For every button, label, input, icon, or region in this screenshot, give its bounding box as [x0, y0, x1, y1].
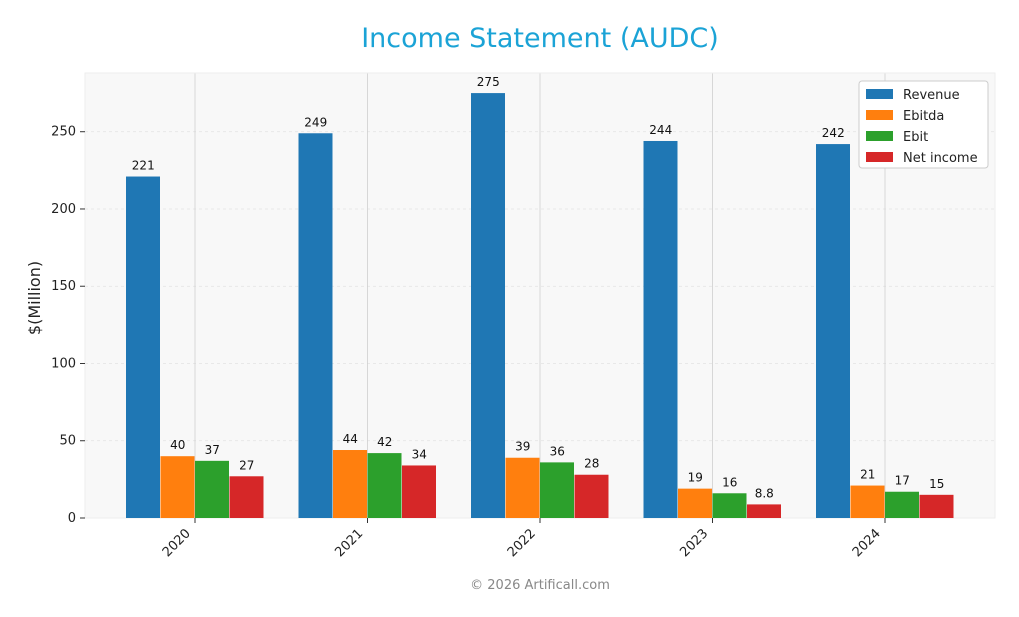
footer-copyright: © 2026 Artificall.com — [470, 578, 610, 593]
y-tick-label: 150 — [51, 279, 76, 294]
legend-swatch — [866, 152, 893, 162]
y-tick-label: 0 — [68, 511, 76, 526]
bar-net-income — [574, 474, 609, 518]
bar-ebitda — [333, 450, 367, 518]
data-label: 275 — [477, 75, 500, 89]
data-label: 17 — [895, 474, 910, 488]
data-label: 19 — [688, 471, 703, 485]
data-label: 249 — [304, 115, 327, 129]
x-tick-label: 2021 — [332, 526, 366, 560]
data-label: 15 — [929, 477, 944, 491]
bar-revenue — [816, 144, 850, 518]
data-label: 39 — [515, 440, 530, 454]
x-tick-label: 2024 — [850, 526, 884, 560]
legend-swatch — [866, 89, 893, 99]
data-label: 44 — [343, 432, 358, 446]
legend-swatch — [866, 131, 893, 141]
bar-ebit — [367, 453, 402, 518]
bar-ebit — [540, 462, 574, 518]
data-label: 37 — [205, 443, 220, 457]
legend-entry: Ebit — [903, 130, 928, 145]
data-label: 16 — [722, 475, 737, 489]
legend-entry: Revenue — [903, 88, 960, 103]
data-label: 21 — [860, 468, 875, 482]
legend: Revenue Ebitda Ebit Net income — [858, 80, 989, 169]
legend-entry: Ebitda — [903, 109, 944, 124]
bar-revenue — [298, 133, 333, 518]
bar-ebitda — [850, 485, 885, 518]
bar-ebit — [195, 460, 229, 518]
legend-box — [858, 80, 989, 169]
data-label: 242 — [822, 126, 845, 140]
bar-net-income — [402, 465, 436, 518]
y-tick-label: 100 — [51, 356, 76, 371]
data-label: 34 — [412, 447, 427, 461]
bar-ebit — [712, 493, 747, 518]
bar-revenue — [471, 93, 505, 519]
data-label: 40 — [170, 438, 185, 452]
y-tick-label: 50 — [59, 434, 76, 449]
bar-ebit — [885, 491, 919, 518]
data-labels: 221 40 37 27 249 44 42 34 275 39 36 28 244 19 16 8.8 242… — [132, 75, 945, 500]
x-tick-label: 2022 — [505, 526, 539, 560]
bar-revenue — [643, 140, 678, 518]
x-tick-label: 2020 — [160, 526, 194, 560]
bar-net-income — [747, 504, 781, 518]
y-axis: 0 50 100 150 200 250 — [51, 125, 85, 526]
chart-title: Income Statement (AUDC) — [361, 23, 719, 54]
data-label: 28 — [584, 457, 599, 471]
bar-ebitda — [160, 456, 195, 518]
data-label: 42 — [377, 435, 392, 449]
bar-net-income — [919, 494, 954, 518]
bar-ebitda — [505, 457, 540, 518]
bar-ebitda — [678, 488, 712, 518]
x-tick-label: 2023 — [677, 526, 711, 560]
x-axis: 2020 2021 2022 2023 2024 — [160, 518, 886, 560]
y-axis-label: $(Million) — [25, 261, 44, 335]
data-label: 8.8 — [755, 486, 774, 500]
bar-revenue — [126, 176, 160, 519]
data-label: 221 — [132, 159, 155, 173]
data-label: 27 — [239, 458, 254, 472]
data-label: 244 — [649, 123, 672, 137]
data-label: 36 — [550, 444, 565, 458]
legend-entry: Net income — [903, 151, 978, 166]
bar-series — [126, 93, 954, 519]
y-tick-label: 200 — [51, 202, 76, 217]
bar-net-income — [229, 476, 264, 518]
y-tick-label: 250 — [51, 125, 76, 140]
legend-swatch — [866, 110, 893, 120]
